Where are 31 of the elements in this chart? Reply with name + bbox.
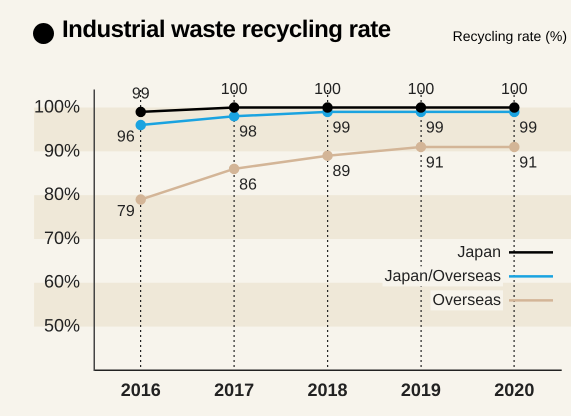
data-label: 99 xyxy=(332,119,350,136)
data-label: 79 xyxy=(116,202,135,220)
legend-label: Overseas xyxy=(432,292,501,309)
x-tick-label: 2020 xyxy=(494,380,534,400)
y-tick-label: 60% xyxy=(44,272,80,292)
data-label: 99 xyxy=(132,85,150,102)
data-label: 91 xyxy=(519,154,538,172)
y-tick-label: 80% xyxy=(44,184,80,204)
data-label: 98 xyxy=(239,124,258,141)
data-label: 100 xyxy=(500,80,528,98)
data-label: 100 xyxy=(220,80,248,98)
data-label: 99 xyxy=(519,119,538,136)
x-tick-label: 2016 xyxy=(120,380,161,400)
y-tick-label: 50% xyxy=(44,316,80,336)
legend-label: Japan/Overseas xyxy=(384,268,501,285)
y-tick-label: 100% xyxy=(34,96,80,116)
data-label: 100 xyxy=(408,80,434,98)
data-label: 96 xyxy=(116,128,135,146)
x-tick-label: 2019 xyxy=(400,380,441,400)
data-label: 91 xyxy=(426,154,444,172)
data-label: 86 xyxy=(239,176,258,194)
y-axis-title: Recycling rate (%) xyxy=(452,28,567,44)
data-label: 99 xyxy=(426,119,444,136)
y-tick-label: 90% xyxy=(44,140,80,160)
chart-title: Industrial waste recycling rate xyxy=(62,16,391,44)
legend-label: Japan xyxy=(457,244,501,261)
data-label: 100 xyxy=(314,80,341,98)
data-label: 89 xyxy=(332,163,350,180)
y-tick-label: 70% xyxy=(44,228,80,248)
x-tick-label: 2017 xyxy=(214,380,254,400)
x-tick-label: 2018 xyxy=(307,380,348,400)
